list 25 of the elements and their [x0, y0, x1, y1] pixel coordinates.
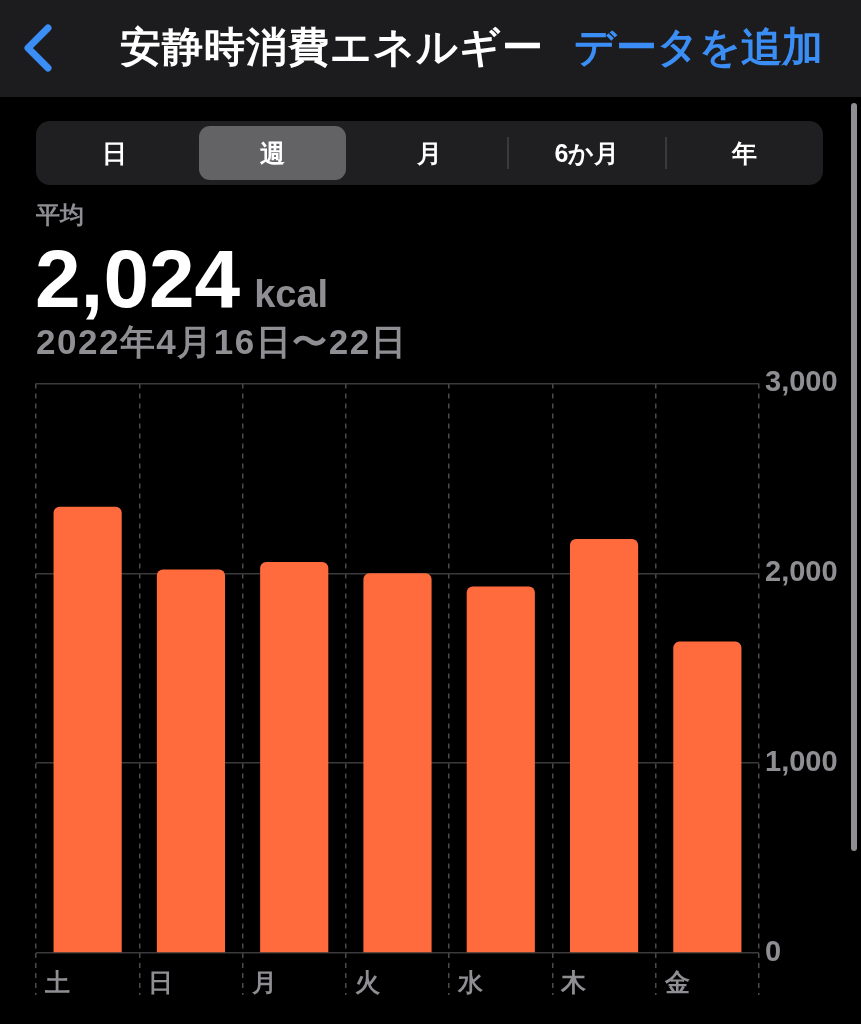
bar: [466, 586, 535, 953]
text: 平均: [36, 200, 84, 230]
bar: [569, 539, 639, 953]
text: 2022年4月16日〜22日: [36, 322, 408, 362]
bar: [673, 641, 742, 953]
x-tick-label: 金: [663, 967, 690, 996]
x-tick-label: 日: [148, 967, 174, 996]
text: kcal: [254, 273, 329, 316]
bar: [363, 573, 432, 953]
x-tick-label: 水: [457, 967, 485, 996]
segmented-control: 日 週 月 6か月 年: [36, 121, 823, 185]
text: データを追加: [574, 23, 823, 71]
x-tick-label: 月: [250, 967, 277, 996]
bar: [260, 561, 329, 953]
x-tick-label: 木: [560, 967, 588, 996]
y-tick-label: 1,000: [765, 745, 838, 778]
x-tick-label: 土: [44, 967, 70, 996]
text: 2,024: [35, 233, 241, 324]
y-tick-label: 2,000: [765, 555, 838, 588]
bar: [53, 506, 122, 953]
bar: [156, 569, 226, 953]
y-tick-label: 0: [765, 935, 782, 967]
chart-title: 安静時消費エネルギー: [120, 23, 544, 71]
x-tick-label: 火: [354, 967, 381, 996]
y-tick-label: 3,000: [765, 365, 838, 398]
